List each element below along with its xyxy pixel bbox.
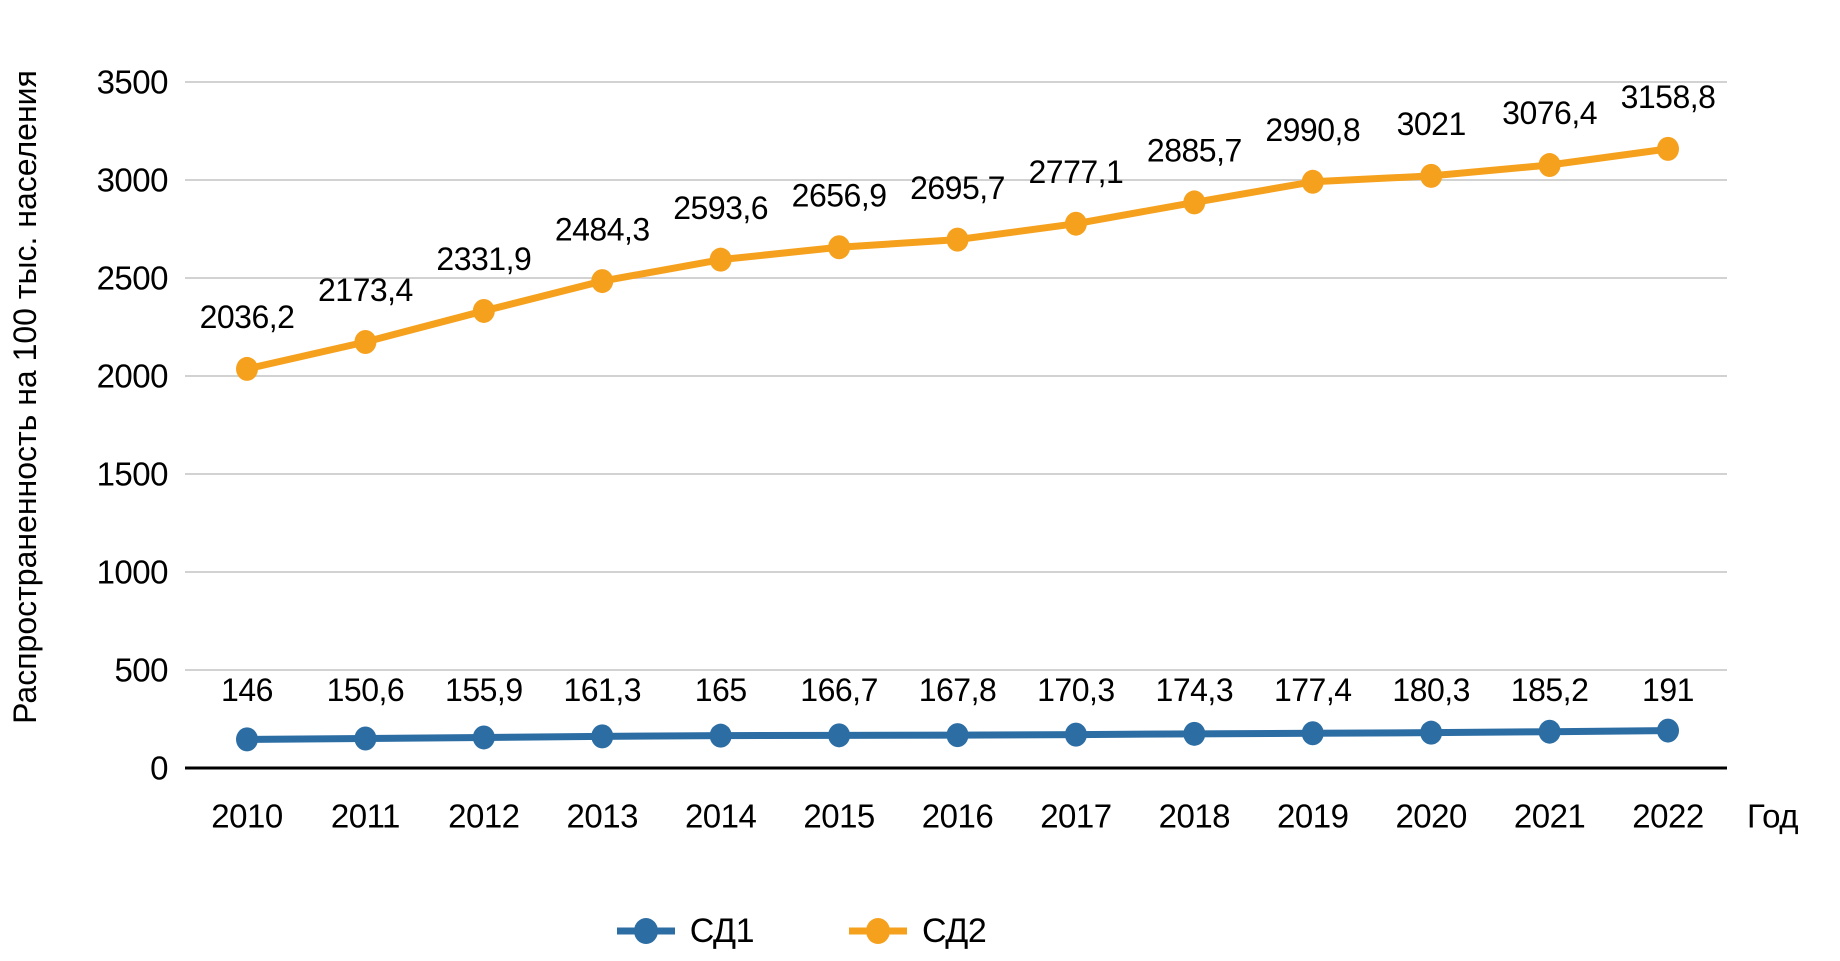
- data-point-sd1: [236, 727, 258, 752]
- x-tick-label: 2018: [1159, 798, 1230, 835]
- data-point-sd1: [354, 726, 377, 751]
- data-point-sd1: [1064, 722, 1087, 747]
- chart-legend: СД1 СД2: [0, 902, 1720, 960]
- y-tick-label: 1500: [97, 456, 169, 493]
- data-point-sd2: [709, 247, 732, 272]
- x-tick-label: 2021: [1514, 798, 1585, 835]
- data-label-sd1: 174,3: [1156, 672, 1234, 708]
- data-label-sd2: 2036,2: [200, 299, 295, 335]
- sd1-line-marker-icon: [616, 918, 675, 944]
- data-label-sd1: 146: [221, 672, 273, 708]
- data-point-sd2: [1657, 136, 1679, 161]
- chart-plot-area: 0 500 1000 1500 2000 2500 3000 3500 2010 2011 2012…: [97, 64, 1799, 835]
- data-point-sd1: [1538, 719, 1561, 744]
- sd2-line-marker-icon: [849, 918, 907, 944]
- data-label-sd1: 155,9: [445, 672, 523, 708]
- x-axis-unit-label: Год: [1747, 798, 1798, 835]
- data-point-sd1: [1301, 721, 1324, 746]
- x-tick-label: 2017: [1040, 798, 1111, 835]
- x-tick-label: 2016: [922, 798, 993, 835]
- y-tick-label: 3500: [97, 64, 169, 101]
- data-label-sd2: 3158,8: [1621, 79, 1716, 115]
- data-point-sd2: [1538, 153, 1561, 178]
- data-point-sd1: [472, 725, 495, 750]
- legend-label-sd2: СД2: [922, 911, 987, 950]
- data-point-sd1: [1657, 718, 1679, 743]
- data-point-sd2: [354, 330, 377, 355]
- legend-item-sd2: СД2: [846, 911, 987, 951]
- data-label-sd2: 2331,9: [436, 241, 531, 277]
- data-point-sd2: [1301, 169, 1324, 194]
- data-label-sd2: 2173,4: [318, 272, 413, 308]
- x-tick-label: 2010: [211, 798, 283, 835]
- data-point-sd2: [1183, 190, 1206, 215]
- x-tick-label: 2013: [567, 798, 638, 835]
- data-point-sd2: [1420, 163, 1443, 188]
- y-tick-label: 2500: [97, 260, 169, 297]
- x-tick-label: 2022: [1632, 798, 1703, 835]
- data-label-sd1: 180,3: [1392, 672, 1470, 708]
- x-tick-label: 2019: [1277, 798, 1348, 835]
- data-label-sd2: 2656,9: [792, 177, 887, 213]
- data-label-sd2: 2885,7: [1147, 133, 1242, 169]
- legend-label-sd1: СД1: [689, 911, 755, 950]
- data-label-sd2: 2593,6: [673, 190, 768, 226]
- data-label-sd1: 166,7: [800, 672, 878, 708]
- data-point-sd2: [828, 235, 851, 260]
- data-label-sd2: 3076,4: [1502, 95, 1597, 131]
- y-tick-label: 0: [150, 750, 168, 787]
- data-point-sd2: [236, 356, 258, 381]
- data-label-sd1: 167,8: [919, 672, 997, 708]
- x-tick-label: 2015: [803, 798, 874, 835]
- data-label-sd2: 2777,1: [1028, 154, 1123, 190]
- legend-item-sd1: СД1: [614, 911, 755, 951]
- data-point-sd1: [591, 724, 614, 749]
- data-label-sd1: 150,6: [327, 672, 405, 708]
- y-tick-label: 500: [114, 652, 168, 689]
- data-point-sd1: [828, 723, 851, 748]
- data-point-sd2: [1064, 211, 1087, 236]
- x-tick-label: 2014: [685, 798, 757, 835]
- data-point-sd2: [472, 298, 495, 323]
- data-point-sd2: [591, 269, 614, 294]
- data-point-sd2: [946, 227, 969, 252]
- data-label-sd2: 2484,3: [555, 211, 650, 247]
- data-label-sd2: 2695,7: [910, 170, 1005, 206]
- y-tick-label: 3000: [97, 162, 169, 199]
- y-tick-label: 2000: [97, 358, 169, 395]
- y-tick-label: 1000: [97, 554, 169, 591]
- data-label-sd1: 191: [1642, 672, 1694, 708]
- x-tick-label: 2011: [331, 798, 400, 835]
- data-label-sd1: 161,3: [563, 672, 641, 708]
- data-label-sd1: 165: [695, 672, 747, 708]
- x-tick-label: 2020: [1395, 798, 1467, 835]
- data-label-sd1: 177,4: [1274, 672, 1352, 708]
- data-point-sd1: [709, 723, 732, 748]
- data-label-sd2: 2990,8: [1265, 112, 1360, 148]
- data-label-sd2: 3021: [1397, 106, 1466, 142]
- data-point-sd1: [1420, 720, 1443, 745]
- x-tick-label: 2012: [448, 798, 519, 835]
- data-label-sd1: 170,3: [1037, 672, 1115, 708]
- data-label-sd1: 185,2: [1511, 672, 1589, 708]
- data-point-sd1: [1183, 721, 1206, 746]
- data-point-sd1: [946, 723, 969, 748]
